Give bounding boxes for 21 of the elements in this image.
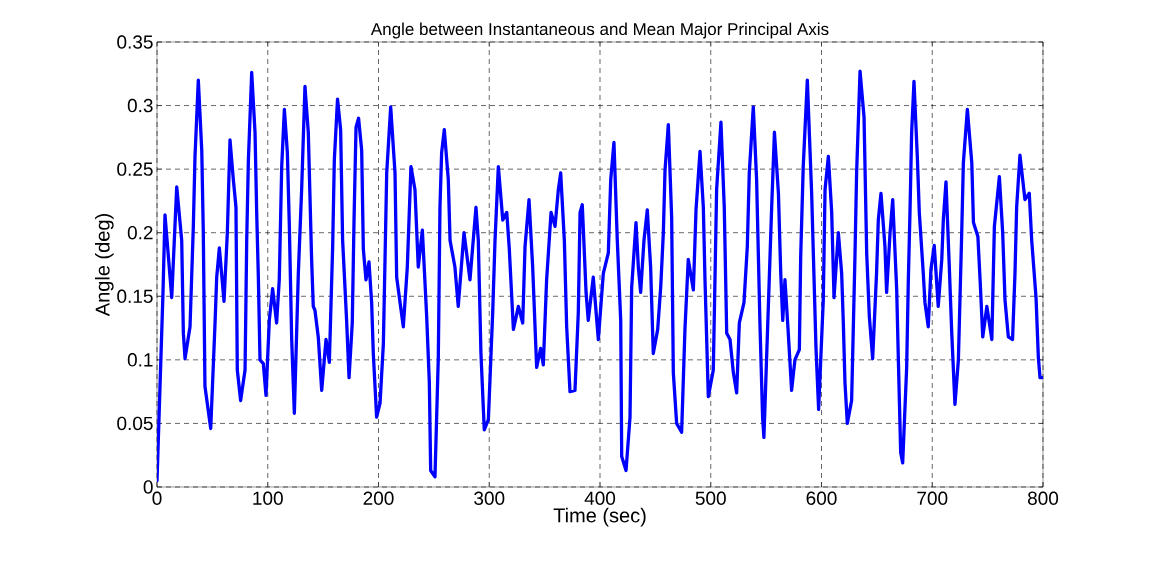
line-series bbox=[157, 69, 1043, 483]
y-tick-label: 0.35 bbox=[117, 35, 153, 49]
x-axis-title: Time (sec) bbox=[553, 507, 646, 527]
x-tick-label: 0 bbox=[152, 491, 162, 505]
x-tick-label: 600 bbox=[806, 491, 837, 505]
x-tick-label: 200 bbox=[363, 491, 394, 505]
y-tick-label: 0.25 bbox=[117, 162, 153, 176]
x-tick-label: 500 bbox=[695, 491, 726, 505]
x-tick-label: 300 bbox=[474, 491, 505, 505]
y-tick-label: 0.1 bbox=[127, 353, 153, 367]
x-tick-label: 800 bbox=[1027, 491, 1059, 505]
y-tick-label: 0.3 bbox=[127, 98, 153, 113]
y-axis-title: Angle (deg) bbox=[94, 214, 114, 317]
x-tick-label: 700 bbox=[917, 491, 948, 505]
x-tick-label: 100 bbox=[253, 491, 283, 505]
y-tick-label: 0.05 bbox=[117, 416, 153, 431]
y-tick-label: 0 bbox=[143, 480, 153, 494]
y-tick-label: 0.15 bbox=[117, 289, 153, 303]
y-tick-label: 0.2 bbox=[127, 225, 153, 240]
x-tick-label: 400 bbox=[584, 491, 616, 505]
chart-title: Angle between Instantaneous and Mean Major Principal Axis bbox=[370, 22, 829, 39]
